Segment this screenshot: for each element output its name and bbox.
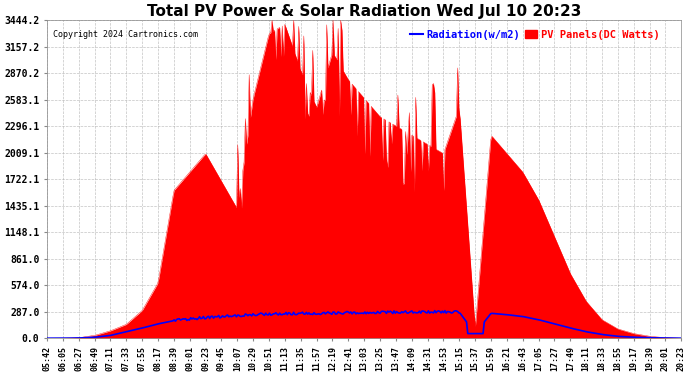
Title: Total PV Power & Solar Radiation Wed Jul 10 20:23: Total PV Power & Solar Radiation Wed Jul… [147,4,582,19]
Legend: Radiation(w/m2), PV Panels(DC Watts): Radiation(w/m2), PV Panels(DC Watts) [406,26,664,44]
Text: Copyright 2024 Cartronics.com: Copyright 2024 Cartronics.com [53,30,199,39]
